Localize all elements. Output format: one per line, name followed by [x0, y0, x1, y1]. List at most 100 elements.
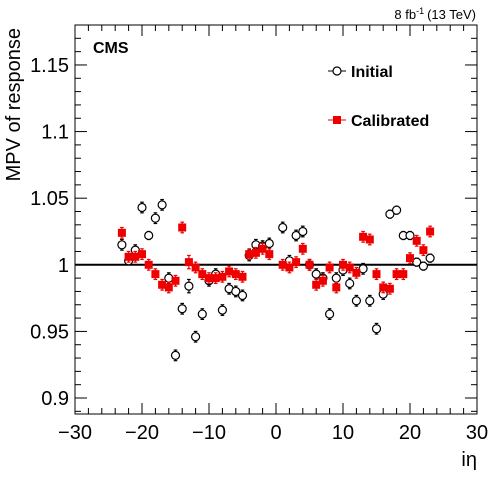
marker-calibrated — [245, 250, 254, 259]
marker-initial — [392, 205, 402, 215]
y-tick-label: 1 — [58, 255, 69, 277]
marker-calibrated — [379, 283, 388, 292]
data-point-calibrated — [318, 274, 327, 287]
marker-initial — [325, 309, 335, 319]
legend-label-calibrated: Calibrated — [351, 113, 429, 130]
lumi-label: 8 fb-1 (13 TeV) — [394, 6, 476, 22]
x-tick-label: 20 — [399, 422, 421, 444]
marker-calibrated — [372, 270, 381, 279]
marker-initial — [264, 238, 274, 249]
marker-calibrated — [419, 246, 428, 255]
marker-initial — [298, 226, 308, 237]
data-point-calibrated — [211, 272, 220, 285]
data-point-calibrated — [298, 242, 307, 255]
marker-calibrated — [298, 244, 307, 253]
data-point-calibrated — [258, 242, 267, 255]
data-point-calibrated — [205, 272, 213, 285]
lumi-exponent: -1 — [416, 6, 424, 16]
marker-calibrated — [392, 270, 401, 279]
marker-initial — [351, 296, 361, 306]
data-point-initial — [371, 322, 382, 335]
data-point-calibrated — [231, 268, 240, 281]
data-point-calibrated — [365, 233, 374, 246]
marker-calibrated — [158, 280, 167, 289]
lumi-value: 8 fb — [394, 7, 416, 22]
marker-calibrated — [124, 252, 133, 261]
x-tick-label: −30 — [58, 422, 92, 444]
data-point-initial — [412, 257, 422, 267]
data-point-initial — [278, 221, 288, 234]
series-initial — [117, 198, 435, 362]
legend-entry-initial: Initial — [328, 64, 393, 81]
marker-initial — [217, 305, 227, 315]
marker-initial — [177, 304, 187, 314]
marker-initial — [278, 222, 288, 233]
data-point-initial — [237, 289, 248, 302]
data-point-initial — [157, 198, 167, 211]
marker-calibrated — [178, 223, 187, 232]
x-axis: −30 −20 −10 0 10 20 30 — [58, 25, 488, 444]
data-point-calibrated — [131, 250, 140, 263]
marker-calibrated — [251, 248, 260, 257]
marker-initial — [237, 290, 248, 301]
x-tick-label: 10 — [332, 422, 354, 444]
data-point-initial — [150, 212, 160, 225]
data-point-calibrated — [124, 250, 133, 263]
marker-initial — [197, 309, 207, 319]
marker-calibrated — [406, 254, 414, 263]
marker-initial — [184, 281, 194, 291]
marker-initial — [150, 213, 160, 223]
data-point-calibrated — [191, 261, 200, 274]
data-point-calibrated — [164, 281, 173, 294]
marker-calibrated — [345, 263, 354, 272]
marker-calibrated — [359, 232, 368, 241]
marker-initial — [405, 230, 415, 241]
data-point-calibrated — [359, 230, 368, 243]
marker-calibrated — [412, 236, 421, 245]
marker-calibrated — [399, 270, 408, 279]
x-tick-label: −10 — [192, 422, 226, 444]
data-point-calibrated — [138, 248, 146, 261]
marker-calibrated — [238, 272, 247, 281]
data-point-initial — [351, 294, 361, 307]
marker-initial — [291, 230, 301, 241]
data-point-initial — [184, 278, 194, 294]
marker-calibrated — [231, 270, 240, 279]
data-point-initial — [137, 201, 147, 214]
marker-calibrated — [352, 268, 361, 277]
data-point-calibrated — [325, 261, 334, 274]
marker-calibrated — [117, 228, 126, 237]
legend-label-initial: Initial — [351, 64, 393, 81]
marker-calibrated — [205, 274, 213, 283]
data-point-initial — [418, 261, 428, 271]
x-axis-title: iη — [461, 449, 477, 471]
marker-initial — [157, 200, 167, 210]
data-point-calibrated — [158, 278, 167, 291]
x-tick-label: 30 — [466, 422, 488, 444]
marker-calibrated — [305, 260, 314, 269]
y-axis-title: MPV of response — [3, 28, 25, 181]
data-point-calibrated — [198, 268, 207, 281]
data-point-calibrated — [392, 268, 401, 281]
data-point-calibrated — [278, 258, 287, 271]
y-tick-label: 1.05 — [30, 188, 69, 210]
marker-initial — [425, 253, 435, 263]
marker-initial — [418, 261, 428, 271]
legend-marker-calibrated — [333, 116, 341, 124]
y-tick-label: 0.9 — [41, 388, 69, 410]
marker-initial — [170, 350, 181, 360]
data-point-calibrated — [412, 234, 421, 247]
data-point-calibrated — [151, 268, 160, 281]
data-point-initial — [385, 209, 395, 219]
data-point-calibrated — [399, 268, 408, 281]
marker-calibrated — [164, 283, 173, 292]
data-point-calibrated — [184, 254, 193, 270]
data-point-calibrated — [245, 248, 254, 261]
data-point-initial — [231, 285, 241, 298]
marker-initial — [231, 286, 241, 297]
legend: Initial Calibrated — [328, 64, 429, 130]
data-point-calibrated — [345, 261, 354, 274]
data-point-calibrated — [265, 248, 274, 261]
marker-calibrated — [365, 235, 374, 244]
